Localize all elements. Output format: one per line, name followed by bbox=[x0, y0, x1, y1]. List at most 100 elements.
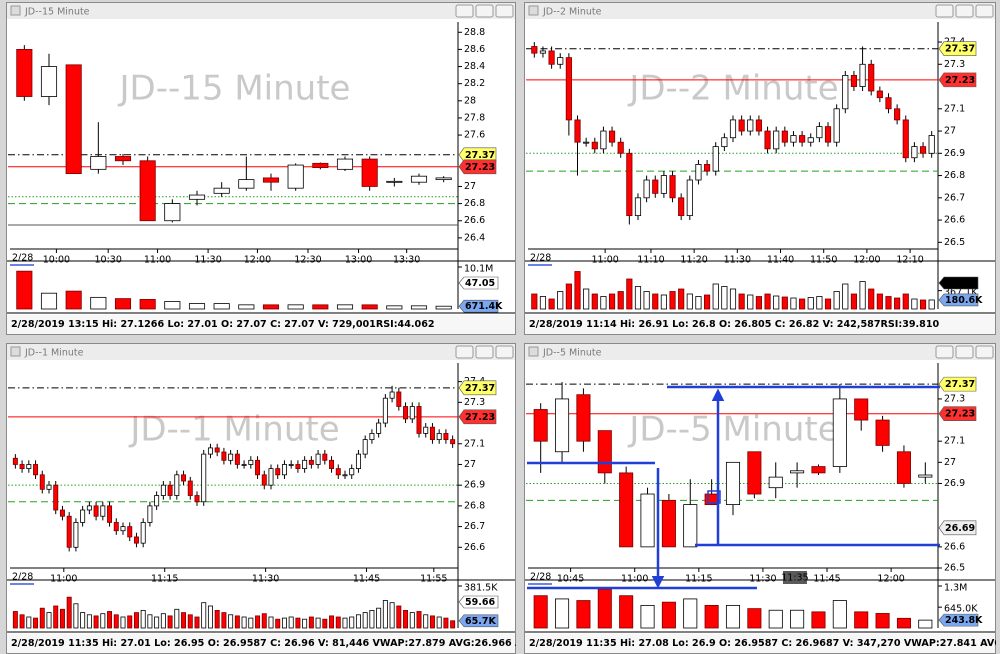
candle-body bbox=[194, 495, 200, 503]
candle-body bbox=[755, 119, 762, 132]
candle-body bbox=[661, 499, 676, 548]
candle-body bbox=[376, 422, 382, 434]
y-tick-label: 28.2 bbox=[464, 78, 485, 89]
candle-body bbox=[799, 135, 806, 143]
volume-bar bbox=[369, 609, 375, 629]
candle-body bbox=[725, 461, 741, 505]
volume-bar bbox=[712, 283, 719, 310]
volume-bar bbox=[833, 291, 840, 310]
candle-body bbox=[33, 464, 39, 476]
price-tag-label: 27.37 bbox=[465, 150, 495, 161]
status-text: 2/28/2019 11:14 Hi: 26.91 Lo: 26.8 O: 26… bbox=[529, 319, 940, 330]
price-tag bbox=[938, 41, 977, 57]
close-button[interactable] bbox=[495, 345, 514, 359]
volume-bar bbox=[39, 607, 45, 629]
volume-bar bbox=[824, 298, 832, 310]
window-icon bbox=[528, 5, 539, 16]
candle-body bbox=[557, 57, 564, 65]
candle-body bbox=[652, 179, 659, 194]
minimize-button[interactable] bbox=[935, 345, 954, 359]
maximize-button[interactable] bbox=[955, 4, 974, 18]
candle-body bbox=[90, 156, 107, 170]
volume-bar bbox=[376, 607, 382, 629]
window-icon bbox=[10, 346, 21, 357]
x-tick-label: 13:00 bbox=[345, 255, 372, 266]
volume-bar bbox=[86, 614, 92, 629]
x-tick-label: 11:15 bbox=[685, 574, 712, 585]
volume-bar bbox=[114, 298, 132, 310]
y-tick-label: 26.5 bbox=[944, 237, 965, 248]
y-tick-label: 28 bbox=[464, 95, 476, 106]
minimize-button[interactable] bbox=[455, 4, 474, 18]
volume-bar bbox=[255, 615, 261, 629]
chart-windows: JD--15 Minute JD--15 Minute 28.8 28.6 28.4 28… bbox=[6, 2, 996, 654]
volume-bar bbox=[403, 609, 409, 629]
maximize-button[interactable] bbox=[955, 345, 974, 359]
candle-body bbox=[885, 97, 892, 110]
minimize-button[interactable] bbox=[455, 345, 474, 359]
y-tick-label: 26.7 bbox=[464, 521, 485, 532]
status-bar bbox=[525, 315, 995, 334]
candle-body bbox=[643, 179, 650, 199]
candle-body bbox=[355, 453, 361, 470]
candle-body bbox=[336, 158, 354, 170]
close-button[interactable] bbox=[975, 345, 994, 359]
candle-body bbox=[712, 146, 719, 172]
volume-bar bbox=[164, 301, 181, 310]
candle-body bbox=[811, 466, 826, 474]
x-tick-label: 12:00 bbox=[853, 255, 880, 266]
volume-bar bbox=[287, 304, 304, 310]
x-tick-label: 10:00 bbox=[43, 255, 70, 266]
x-tick-label: 11:45 bbox=[813, 574, 840, 585]
close-button[interactable] bbox=[975, 4, 994, 18]
candle-body bbox=[127, 526, 133, 538]
volume-bar bbox=[66, 596, 72, 629]
volume-bar bbox=[435, 305, 452, 310]
candle-body bbox=[894, 108, 901, 121]
candle-body bbox=[850, 75, 858, 87]
volume-tag-label: 65.7K bbox=[465, 616, 496, 627]
y-tick-label: 26.6 bbox=[464, 215, 485, 226]
x-tick-label: 10:45 bbox=[557, 574, 584, 585]
window-title: JD--5 Minute bbox=[542, 348, 602, 359]
volume-bar bbox=[725, 604, 741, 629]
x-tick-label: 11:30 bbox=[749, 574, 776, 585]
drawn-box bbox=[707, 490, 721, 504]
candle-body bbox=[65, 64, 82, 175]
volume-bar bbox=[228, 614, 234, 629]
candle-body bbox=[443, 433, 449, 441]
title-bar bbox=[525, 344, 995, 360]
volume-bar bbox=[120, 616, 126, 629]
x-tick-label: 11:00 bbox=[144, 255, 171, 266]
x-tick-label: 11:40 bbox=[767, 255, 794, 266]
x-tick-label: 11:55 bbox=[420, 574, 447, 585]
volume-bar bbox=[26, 616, 32, 629]
maximize-button[interactable] bbox=[475, 345, 494, 359]
minimize-button[interactable] bbox=[935, 4, 954, 18]
volume-bar bbox=[187, 614, 193, 629]
maximize-button[interactable] bbox=[475, 4, 494, 18]
volume-bar bbox=[288, 616, 294, 629]
candle-body bbox=[608, 130, 616, 143]
volume-bar bbox=[764, 293, 771, 310]
window-frame bbox=[6, 2, 516, 335]
candle-body bbox=[26, 464, 32, 470]
volume-bar bbox=[854, 611, 869, 629]
volume-tag bbox=[458, 299, 499, 313]
close-button[interactable] bbox=[495, 4, 514, 18]
status-bar bbox=[7, 634, 515, 653]
x-tick-label: 11:30 bbox=[252, 574, 279, 585]
volume-bar bbox=[268, 616, 274, 629]
candle-body bbox=[816, 126, 823, 139]
volume-bar bbox=[207, 605, 213, 629]
candle-body bbox=[16, 49, 33, 97]
candle-body bbox=[704, 164, 711, 172]
candle-body bbox=[576, 394, 591, 442]
volume-bar bbox=[896, 617, 911, 629]
volume-bar bbox=[850, 293, 858, 310]
volume-bar bbox=[768, 609, 783, 629]
volume-bar bbox=[16, 270, 33, 310]
candle-body bbox=[139, 160, 156, 222]
candle-body bbox=[287, 164, 304, 189]
candle-body bbox=[53, 484, 59, 511]
